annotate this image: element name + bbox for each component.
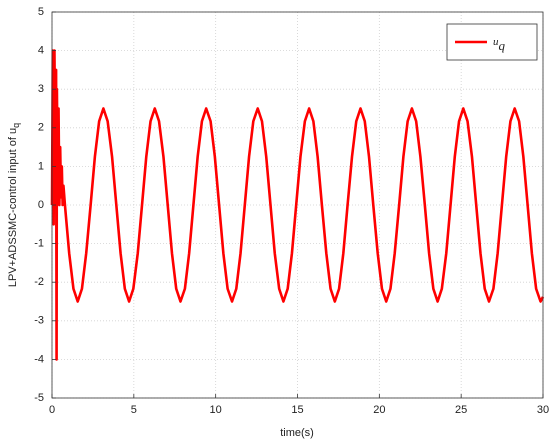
y-tick-label: 5 <box>38 6 44 18</box>
x-tick-label: 10 <box>210 404 222 416</box>
legend-label-main: u <box>493 36 499 48</box>
x-tick-label: 5 <box>131 404 137 416</box>
y-tick-label: -3 <box>34 315 44 327</box>
y-tick-label: -1 <box>34 238 44 250</box>
y-axis-label-main: LPV+ADSSMC-control input of u <box>7 128 19 287</box>
legend-label-subscript: q <box>499 38 506 53</box>
y-tick-label: 2 <box>38 122 44 134</box>
y-tick-label: 4 <box>38 45 44 57</box>
x-tick-label: 0 <box>49 404 55 416</box>
x-tick-label: 15 <box>291 404 303 416</box>
y-tick-label: -2 <box>34 276 44 288</box>
x-tick-label: 20 <box>373 404 385 416</box>
y-tick-label: 3 <box>38 83 44 95</box>
y-axis-label-subscript: q <box>11 123 21 128</box>
plot-area <box>50 49 545 361</box>
y-tick-label: 0 <box>38 199 44 211</box>
x-tick-label: 30 <box>537 404 549 416</box>
x-tick-label: 25 <box>455 404 467 416</box>
grid <box>51 11 544 399</box>
y-tick-label: -5 <box>34 392 44 404</box>
x-axis-label: time(s) <box>280 427 314 439</box>
y-tick-label: -4 <box>34 353 44 365</box>
legend: uq <box>446 23 538 61</box>
y-axis-label: LPV+ADSSMC-control input of uq <box>7 123 21 287</box>
legend-label: uq <box>493 36 506 53</box>
data-line <box>50 49 545 361</box>
y-tick-label: 1 <box>38 160 44 172</box>
